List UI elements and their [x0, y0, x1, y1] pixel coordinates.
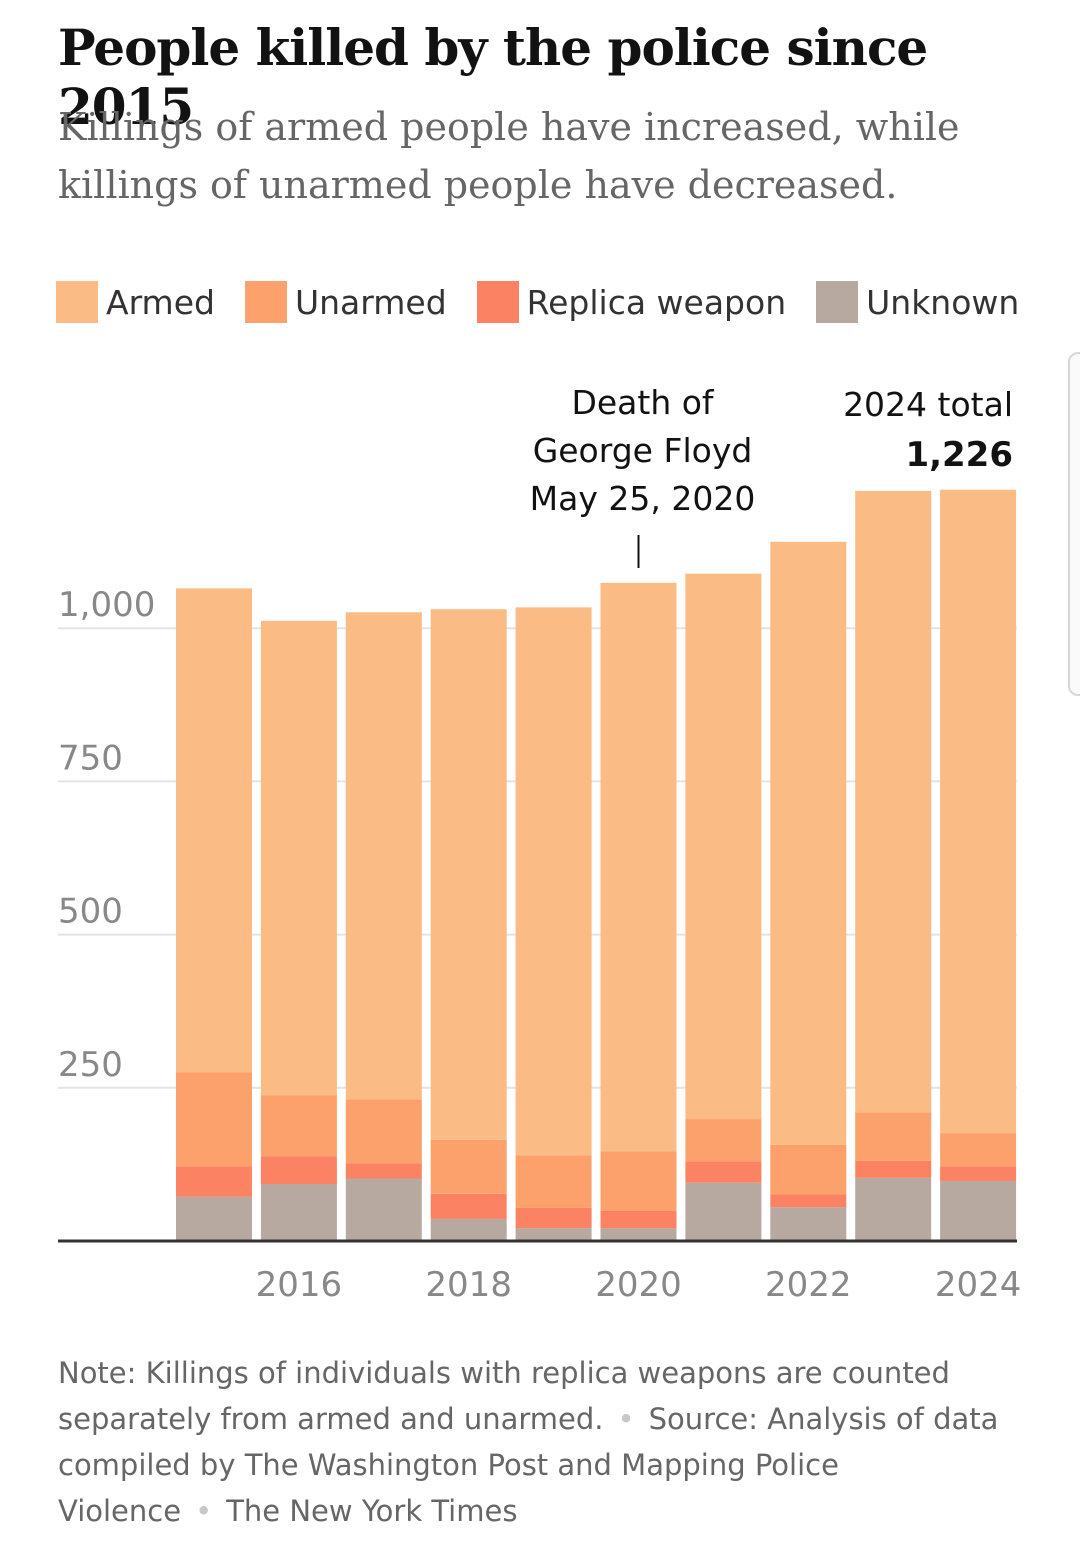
bar-segment-replica-weapon	[430, 1193, 507, 1219]
legend-item-replica: Replica weapon	[476, 281, 787, 323]
bar-segment-armed	[430, 609, 507, 1140]
bar-segment-unarmed	[176, 1072, 252, 1167]
bar-segment-replica-weapon	[260, 1156, 337, 1185]
annotation-total-value: 1,226	[905, 435, 1013, 475]
bar-segment-armed	[515, 607, 592, 1156]
chart-note: Note: Killings of individuals with repli…	[58, 1350, 1048, 1534]
bar-segment-armed	[940, 489, 1017, 1134]
legend-item-armed: Armed	[56, 281, 215, 323]
annotations: Death of George Floyd May 25, 2020 2024 tot…	[530, 383, 1013, 568]
bar-segment-replica-weapon	[600, 1210, 677, 1229]
legend-item-unknown: Unknown	[816, 281, 1019, 323]
bar-segment-replica-weapon	[345, 1163, 422, 1179]
bar-segment-replica-weapon	[515, 1207, 592, 1229]
x-tick-label: 2020	[595, 1265, 682, 1305]
bar-segment-unarmed	[600, 1151, 677, 1211]
legend-label-unarmed: Unarmed	[294, 282, 447, 322]
bar-segment-unknown	[515, 1228, 592, 1241]
bar-segment-unarmed	[685, 1119, 762, 1162]
bars	[176, 489, 1017, 1241]
legend-swatch-armed	[56, 281, 98, 323]
bar-segment-armed	[176, 588, 252, 1073]
bar-segment-replica-weapon	[940, 1166, 1017, 1181]
separator-dot: •	[195, 1494, 213, 1528]
annotation-george-floyd-line: May 25, 2020	[530, 479, 756, 518]
separator-dot: •	[617, 1402, 635, 1436]
legend-swatch-unarmed	[244, 281, 287, 323]
note-text: Note: Killings of individuals with repli…	[58, 1356, 950, 1436]
bar-segment-unknown	[685, 1182, 762, 1241]
bar-segment-replica-weapon	[685, 1161, 762, 1183]
y-tick-label: 250	[58, 1045, 123, 1085]
bar-segment-replica-weapon	[176, 1166, 252, 1197]
bar-segment-armed	[770, 541, 847, 1145]
bar-segment-armed	[600, 582, 677, 1152]
y-axis-labels: 250 500 750 1,000	[58, 585, 155, 1085]
y-tick-label: 500	[58, 892, 123, 932]
bar-segment-unknown	[430, 1218, 507, 1241]
x-tick-label: 2016	[256, 1265, 343, 1305]
bar-segment-armed	[685, 573, 762, 1120]
scrollbar[interactable]	[1068, 352, 1080, 696]
legend-label-armed: Armed	[106, 282, 215, 322]
bar-segment-unknown	[260, 1184, 337, 1241]
bar-segment-unarmed	[430, 1139, 507, 1194]
bar-segment-unarmed	[770, 1144, 847, 1195]
annotation-total-label: 2024 total	[843, 385, 1013, 424]
y-tick-label: 1,000	[58, 585, 155, 625]
credit-text: The New York Times	[226, 1494, 518, 1528]
chart-legend: Armed Unarmed Replica weapon Unknown	[56, 280, 1049, 324]
x-tick-label: 2024	[935, 1265, 1022, 1305]
annotation-george-floyd-line: Death of	[571, 383, 714, 422]
bar-segment-unarmed	[855, 1112, 932, 1161]
bar-segment-unknown	[940, 1180, 1017, 1241]
bar-segment-unknown	[770, 1207, 847, 1241]
bar-segment-armed	[855, 490, 932, 1113]
bar-segment-armed	[345, 612, 422, 1100]
chart-subtitle: Killings of armed people have increased,…	[58, 105, 960, 207]
bar-segment-unarmed	[940, 1133, 1017, 1167]
legend-label-replica: Replica weapon	[526, 282, 787, 322]
x-axis-labels: 2016 2018 2020 2022 2024	[256, 1265, 1022, 1305]
bar-segment-replica-weapon	[855, 1160, 932, 1178]
x-tick-label: 2022	[765, 1265, 852, 1305]
legend-label-unknown: Unknown	[866, 282, 1020, 322]
bar-segment-unarmed	[345, 1099, 422, 1164]
legend-swatch-replica	[476, 281, 519, 323]
x-tick-label: 2018	[425, 1265, 512, 1305]
legend-swatch-unknown	[816, 281, 859, 323]
source-text: Source: Analysis of data compiled by The…	[58, 1402, 999, 1528]
chart-title: People killed by the police since 2015	[58, 18, 928, 136]
y-tick-label: 750	[58, 738, 123, 778]
bar-segment-unknown	[176, 1196, 252, 1241]
legend-item-unarmed: Unarmed	[244, 281, 447, 323]
bar-segment-unarmed	[515, 1155, 592, 1208]
bar-segment-unknown	[345, 1178, 422, 1241]
bar-segment-unknown	[855, 1177, 932, 1241]
bar-segment-unknown	[600, 1228, 677, 1241]
bar-segment-unarmed	[260, 1095, 337, 1157]
bar-segment-replica-weapon	[770, 1194, 847, 1208]
annotation-george-floyd-line: George Floyd	[533, 431, 753, 470]
stacked-bar-chart: 250 500 750 1,000 2016 2018 2020 2022 2024 Deat…	[58, 383, 1022, 1305]
bar-segment-armed	[260, 620, 337, 1096]
